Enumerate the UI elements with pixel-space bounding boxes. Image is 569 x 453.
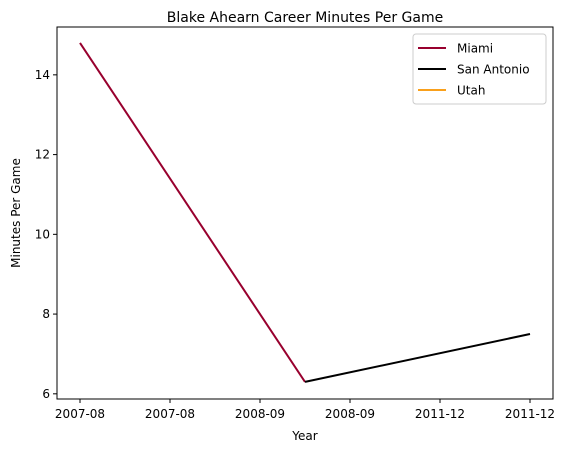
y-axis-ticks: 6 8 10 12 14 [35, 68, 57, 401]
legend-box [412, 33, 547, 105]
x-tick-label: 2008-09 [325, 407, 375, 421]
x-tick-label: 2007-08 [145, 407, 195, 421]
x-tick-label: 2011-12 [505, 407, 555, 421]
x-axis-ticks: 2007-08 2007-08 2008-09 2008-09 2011-12 2011-… [55, 399, 555, 421]
chart-title: Blake Ahearn Career Minutes Per Game [167, 10, 443, 26]
y-tick-label: 6 [42, 387, 50, 401]
x-tick-label: 2007-08 [55, 407, 105, 421]
series-line-san-antonio [304, 333, 531, 383]
legend: Miami San Antonio Utah [412, 33, 547, 105]
y-tick-label: 14 [35, 68, 50, 82]
y-axis-label: Minutes Per Game [9, 158, 23, 268]
legend-label: San Antonio [457, 63, 530, 77]
x-tick-label: 2011-12 [415, 407, 465, 421]
x-axis-label: Year [291, 429, 317, 443]
legend-label: Miami [457, 42, 493, 56]
x-tick-label: 2008-09 [235, 407, 285, 421]
y-tick-label: 12 [35, 148, 50, 162]
plot-frame [56, 26, 554, 400]
series-line-miami [79, 42, 306, 383]
series-layer [79, 42, 531, 383]
y-tick-label: 8 [42, 307, 50, 321]
legend-label: Utah [457, 84, 485, 98]
y-tick-label: 10 [35, 227, 50, 241]
